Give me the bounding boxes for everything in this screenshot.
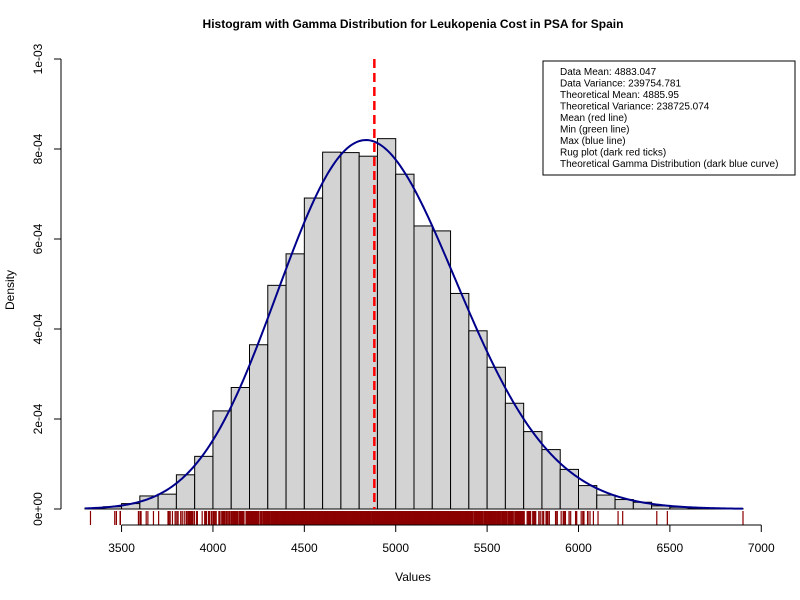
x-tick-label: 4500: [291, 541, 318, 555]
legend-entry: Rug plot (dark red ticks): [560, 148, 666, 159]
histogram-bar: [431, 230, 452, 510]
gamma-curve-layer: [84, 139, 744, 510]
histogram-bar: [486, 366, 506, 510]
x-tick-label: 5500: [474, 541, 501, 555]
y-tick-label: 2e-04: [31, 403, 45, 434]
x-tick-label: 4000: [200, 541, 227, 555]
histogram-bar: [468, 330, 488, 510]
histogram-bar: [504, 402, 525, 510]
legend-entry: Mean (red line): [560, 113, 627, 124]
legend-entry: Data Variance: 239754.781: [560, 79, 681, 90]
histogram-bar: [303, 197, 324, 510]
histogram-bar: [285, 253, 305, 510]
legend-box: [542, 60, 796, 176]
y-tick-label: 1e-03: [31, 43, 45, 74]
legend-entry: Theoretical Mean: 4885.95: [560, 90, 679, 101]
y-axis: 0e+00 2e-04 4e-04 6e-04 8e-04 1e-03: [31, 43, 62, 526]
histogram-bar: [194, 455, 214, 510]
chart-title: Histogram with Gamma Distribution for Le…: [203, 17, 624, 31]
legend-entry: Theoretical Variance: 238725.074: [560, 102, 710, 113]
histogram-bars: [84, 138, 744, 510]
histogram-bar: [596, 494, 616, 510]
y-tick-label: 0e+00: [31, 492, 45, 526]
legend-entry: Max (blue line): [560, 136, 626, 147]
histogram-bar: [413, 225, 433, 510]
x-tick-label: 5000: [382, 541, 409, 555]
legend-entry: Theoretical Gamma Distribution (dark blu…: [560, 159, 778, 170]
histogram-bar: [541, 449, 561, 510]
histogram-bar: [230, 387, 251, 510]
x-tick-label: 6500: [657, 541, 684, 555]
histogram-bar: [523, 431, 543, 510]
histogram-bar: [249, 344, 269, 510]
x-tick-label: 3500: [108, 541, 135, 555]
y-tick-label: 6e-04: [31, 223, 45, 254]
rug-plot: [89, 511, 744, 525]
histogram-bar: [450, 292, 470, 510]
legend-entry: Min (green line): [560, 125, 629, 136]
histogram-bar: [376, 138, 397, 510]
histogram-bar: [578, 485, 598, 510]
histogram-bar: [322, 151, 342, 510]
histogram-bar: [157, 493, 177, 510]
y-tick-label: 8e-04: [31, 133, 45, 164]
x-tick-label: 6000: [565, 541, 592, 555]
histogram-bar: [340, 152, 360, 510]
gamma-curve: [84, 139, 744, 510]
x-tick-label: 7000: [748, 541, 775, 555]
histogram-bar: [395, 173, 415, 510]
y-axis-label: Density: [3, 270, 17, 310]
histogram-bar: [267, 284, 287, 510]
x-axis: 3500 4000 4500 5000 5500 6000 6500 7000: [108, 524, 775, 555]
y-tick-label: 4e-04: [31, 313, 45, 344]
x-axis-label: Values: [395, 570, 431, 584]
legend-entry: Data Mean: 4883.047: [560, 67, 657, 78]
